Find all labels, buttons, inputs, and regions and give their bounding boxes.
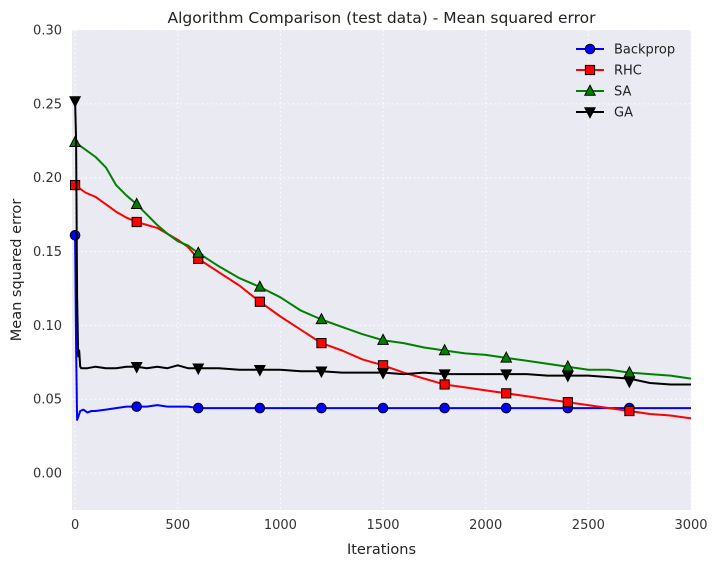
data-point <box>501 388 512 399</box>
x-tick-label: 1000 <box>264 518 297 533</box>
y-tick-label: 0.30 <box>33 24 62 39</box>
data-point <box>439 402 450 414</box>
legend-marker <box>583 107 597 119</box>
legend-label: GA <box>614 106 633 121</box>
data-point <box>316 338 327 349</box>
data-point <box>131 216 142 228</box>
y-tick-label: 0.05 <box>33 393 62 408</box>
series-backprop <box>69 229 691 421</box>
data-point <box>192 402 204 414</box>
data-point <box>69 179 81 191</box>
legend-marker <box>584 64 596 76</box>
data-point <box>377 402 389 414</box>
data-point <box>69 96 82 108</box>
series-layer <box>69 96 692 421</box>
data-point <box>377 367 390 380</box>
x-axis-title: Iterations <box>347 542 416 558</box>
legend-item: RHC <box>576 64 642 79</box>
x-tick-label: 0 <box>71 518 79 533</box>
legend-item: Backprop <box>576 43 675 58</box>
x-tick-label: 2000 <box>469 518 502 533</box>
data-point <box>69 135 82 147</box>
series-ga <box>69 96 691 389</box>
y-tick-label: 0.10 <box>33 319 62 334</box>
legend-label: RHC <box>614 64 642 79</box>
series-line <box>74 235 691 421</box>
data-point <box>131 401 142 412</box>
x-tick-label: 500 <box>165 518 190 533</box>
data-point <box>624 405 635 417</box>
legend-item: SA <box>576 84 631 100</box>
plot-background <box>72 30 691 510</box>
x-tick-label: 2500 <box>572 518 605 533</box>
data-point <box>623 376 636 389</box>
data-point <box>316 402 327 414</box>
legend-marker <box>584 43 596 55</box>
data-point <box>192 246 205 258</box>
x-tick-label: 1500 <box>366 518 399 533</box>
series-sa <box>69 135 692 380</box>
data-point <box>254 402 266 414</box>
data-point <box>500 350 513 363</box>
data-point <box>253 364 266 377</box>
data-point <box>500 402 512 414</box>
y-tick-label: 0.20 <box>33 171 62 186</box>
legend-label: Backprop <box>614 43 675 58</box>
data-point <box>69 229 81 241</box>
data-point <box>192 363 205 376</box>
data-point <box>438 343 451 356</box>
data-point <box>253 280 266 292</box>
data-point <box>315 312 328 325</box>
data-point <box>130 197 143 209</box>
y-axis-title: Mean squared error <box>9 199 25 341</box>
legend-label: SA <box>614 85 631 100</box>
y-tick-label: 0.25 <box>33 97 62 112</box>
chart-title: Algorithm Comparison (test data) - Mean … <box>168 9 597 27</box>
data-point <box>561 370 574 383</box>
data-point <box>315 366 328 379</box>
data-point <box>254 296 265 307</box>
legend: Backprop RHC SA GA <box>576 43 675 121</box>
legend-marker <box>583 84 597 96</box>
data-point <box>377 333 390 345</box>
legend-item: GA <box>576 106 633 121</box>
y-tick-label: 0.00 <box>33 467 62 482</box>
data-point <box>500 369 513 382</box>
data-point <box>562 397 573 408</box>
plot-area <box>72 30 691 510</box>
data-point <box>438 369 451 382</box>
data-point <box>130 362 143 374</box>
data-point <box>439 379 450 390</box>
tick-labels: 0 500 1000 1500 2000 2500 3000 0.00 0.05 0.10 0.15… <box>33 24 708 534</box>
y-tick-label: 0.15 <box>33 245 62 260</box>
x-tick-label: 3000 <box>674 518 707 533</box>
